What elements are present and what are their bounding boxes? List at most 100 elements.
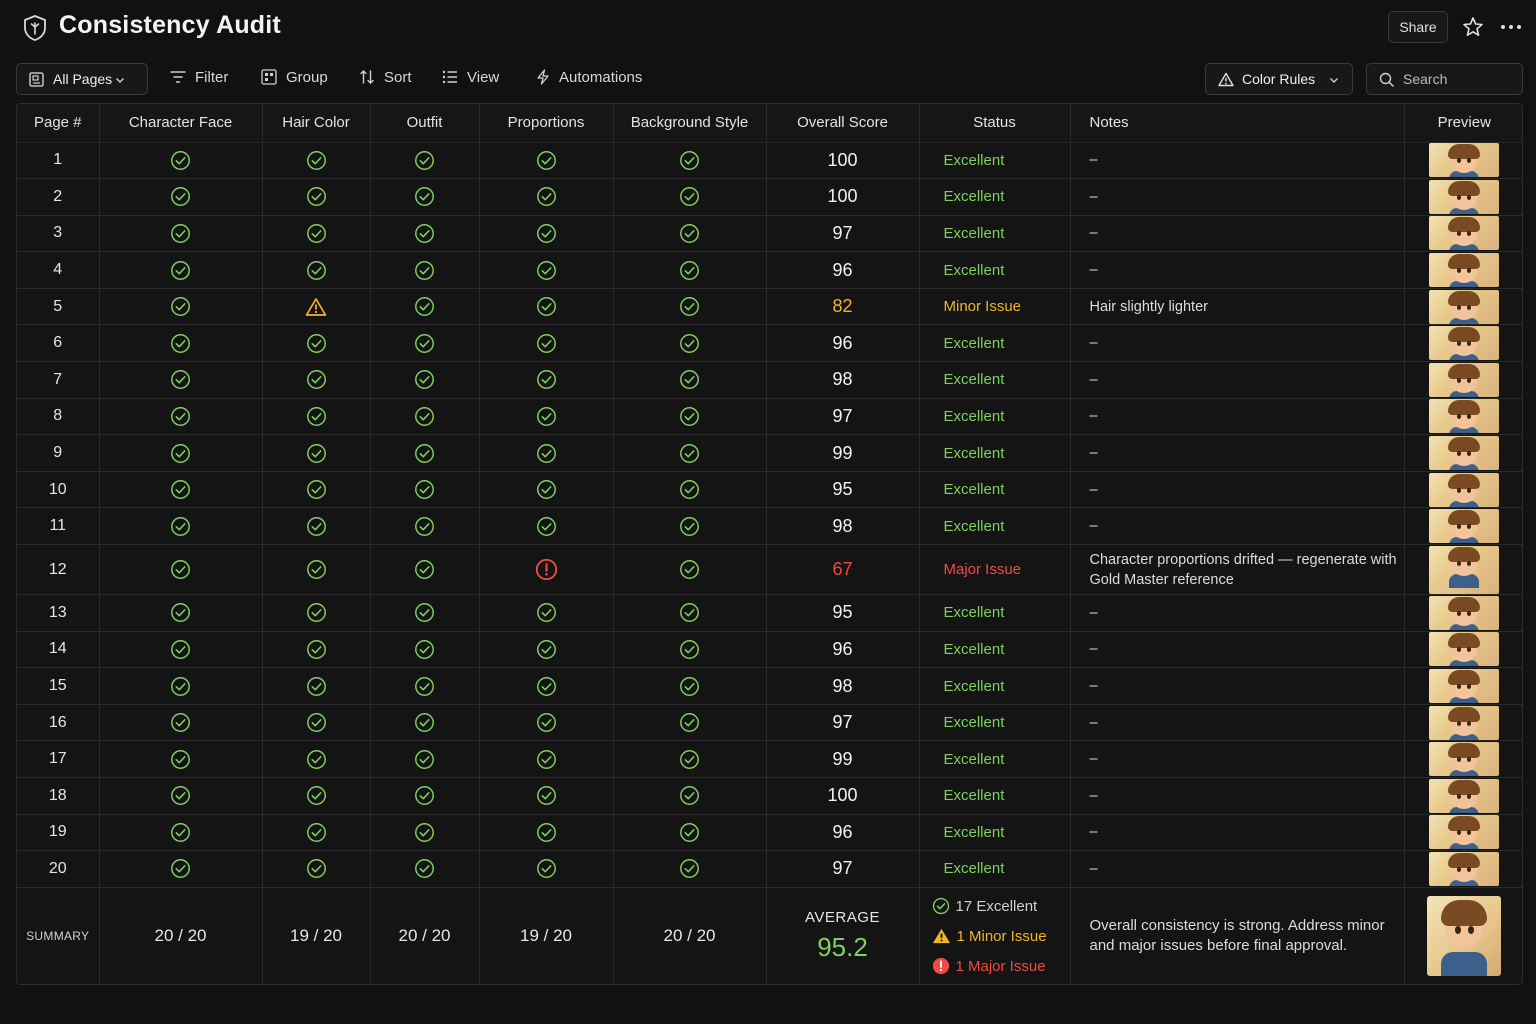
- table-row[interactable]: 20 97 Excellent –: [17, 850, 1522, 888]
- filter-button[interactable]: Filter: [170, 60, 228, 94]
- notes-cell[interactable]: –: [1070, 361, 1405, 399]
- page-preview-thumbnail[interactable]: [1429, 669, 1500, 704]
- table-row[interactable]: 4 96 Excellent –: [17, 251, 1522, 289]
- background-check-cell: [613, 814, 767, 852]
- group-button[interactable]: Group: [261, 60, 328, 94]
- notes-cell[interactable]: –: [1070, 471, 1405, 509]
- column-header-preview[interactable]: Preview: [1404, 104, 1522, 143]
- column-header-notes[interactable]: Notes: [1070, 104, 1405, 143]
- star-icon[interactable]: [1461, 15, 1485, 39]
- proportions-check-cell: [479, 361, 614, 399]
- notes-cell[interactable]: –: [1070, 507, 1405, 546]
- notes-cell[interactable]: –: [1070, 178, 1405, 216]
- notes-cell[interactable]: –: [1070, 215, 1405, 253]
- notes-cell[interactable]: –: [1070, 814, 1405, 852]
- background-check-cell: [613, 142, 767, 180]
- notes-cell[interactable]: –: [1070, 850, 1405, 888]
- automations-button[interactable]: Automations: [536, 60, 642, 94]
- page-preview-thumbnail[interactable]: [1429, 595, 1500, 630]
- check-circle-icon: [680, 297, 699, 317]
- page-preview-thumbnail[interactable]: [1429, 815, 1500, 850]
- table-row[interactable]: 1 100 Excellent –: [17, 142, 1522, 180]
- notes-cell[interactable]: –: [1070, 594, 1405, 632]
- column-header-background[interactable]: Background Style: [613, 104, 767, 143]
- notes-cell[interactable]: Character proportions drifted — regenera…: [1070, 544, 1405, 596]
- column-header-status[interactable]: Status: [919, 104, 1071, 143]
- all-pages-dropdown[interactable]: All Pages: [16, 63, 148, 95]
- table-row[interactable]: 16 97 Excellent –: [17, 704, 1522, 742]
- page-preview-thumbnail[interactable]: [1429, 545, 1500, 594]
- page-preview-thumbnail[interactable]: [1429, 851, 1500, 886]
- search-input[interactable]: [1403, 71, 1513, 87]
- page-preview-thumbnail[interactable]: [1429, 436, 1500, 471]
- share-button[interactable]: Share: [1388, 11, 1448, 43]
- page-preview-thumbnail[interactable]: [1429, 253, 1500, 288]
- more-options-icon[interactable]: [1498, 15, 1524, 39]
- notes-cell[interactable]: –: [1070, 704, 1405, 742]
- table-row[interactable]: 2 100 Excellent –: [17, 178, 1522, 216]
- column-header-proportions[interactable]: Proportions: [479, 104, 614, 143]
- color-rules-dropdown[interactable]: Color Rules: [1205, 63, 1353, 95]
- notes-cell[interactable]: –: [1070, 740, 1405, 778]
- page-preview-thumbnail[interactable]: [1429, 399, 1500, 434]
- sort-button[interactable]: Sort: [359, 60, 412, 94]
- check-circle-icon: [680, 443, 699, 463]
- table-row[interactable]: 18 100 Excellent –: [17, 777, 1522, 815]
- page-preview-thumbnail[interactable]: [1429, 143, 1500, 178]
- hair-check-cell: [262, 740, 371, 778]
- table-row[interactable]: 10 95 Excellent –: [17, 471, 1522, 509]
- notes-cell[interactable]: –: [1070, 777, 1405, 815]
- notes-cell[interactable]: Hair slightly lighter: [1070, 288, 1405, 326]
- table-row[interactable]: 15 98 Excellent –: [17, 667, 1522, 705]
- column-header-outfit[interactable]: Outfit: [370, 104, 480, 143]
- table-row[interactable]: 12 67 Major Issue Character proportions dri…: [17, 544, 1522, 596]
- page-preview-thumbnail[interactable]: [1429, 326, 1500, 361]
- check-circle-icon: [171, 150, 190, 170]
- table-row[interactable]: 19 96 Excellent –: [17, 814, 1522, 852]
- page-preview-thumbnail[interactable]: [1429, 509, 1500, 544]
- page-number-cell: 20: [17, 850, 100, 888]
- page-header: Consistency Audit Share: [0, 0, 1536, 56]
- table-row[interactable]: 11 98 Excellent –: [17, 507, 1522, 546]
- notes-cell[interactable]: –: [1070, 667, 1405, 705]
- table-row[interactable]: 3 97 Excellent –: [17, 215, 1522, 253]
- overall-score-cell: 97: [766, 704, 920, 742]
- table-row[interactable]: 14 96 Excellent –: [17, 631, 1522, 669]
- column-header-score[interactable]: Overall Score: [766, 104, 920, 143]
- page-preview-thumbnail[interactable]: [1429, 632, 1500, 667]
- column-header-page[interactable]: Page #: [17, 104, 100, 143]
- notes-cell[interactable]: –: [1070, 434, 1405, 472]
- column-header-face[interactable]: Character Face: [99, 104, 263, 143]
- filter-icon: [170, 71, 186, 83]
- page-preview-thumbnail[interactable]: [1429, 742, 1500, 777]
- check-circle-icon: [306, 224, 326, 243]
- table-row[interactable]: 9 99 Excellent –: [17, 434, 1522, 472]
- proportions-check-cell: [479, 814, 614, 852]
- notes-cell[interactable]: –: [1070, 251, 1405, 289]
- table-row[interactable]: 13 95 Excellent –: [17, 594, 1522, 632]
- search-box[interactable]: [1366, 63, 1523, 95]
- page-preview-thumbnail[interactable]: [1429, 778, 1500, 813]
- page-preview-thumbnail[interactable]: [1429, 705, 1500, 740]
- table-row[interactable]: 5 82 Minor Issue Hair slightly lighter: [17, 288, 1522, 326]
- page-preview-thumbnail[interactable]: [1429, 216, 1500, 251]
- notes-cell[interactable]: –: [1070, 398, 1405, 436]
- view-button[interactable]: View: [442, 60, 499, 94]
- notes-cell[interactable]: –: [1070, 142, 1405, 180]
- page-preview-thumbnail[interactable]: [1429, 179, 1500, 214]
- check-circle-icon: [171, 560, 190, 579]
- character-preview-image[interactable]: [1427, 896, 1502, 977]
- table-row[interactable]: 17 99 Excellent –: [17, 740, 1522, 778]
- table-row[interactable]: 7 98 Excellent –: [17, 361, 1522, 399]
- hair-check-cell: [262, 288, 371, 326]
- page-preview-thumbnail[interactable]: [1429, 289, 1500, 324]
- notes-cell[interactable]: –: [1070, 324, 1405, 363]
- notes-cell[interactable]: –: [1070, 631, 1405, 669]
- column-header-hair[interactable]: Hair Color: [262, 104, 371, 143]
- table-row[interactable]: 8 97 Excellent –: [17, 398, 1522, 436]
- table-row[interactable]: 6 96 Excellent –: [17, 324, 1522, 363]
- hair-check-cell: [262, 777, 371, 815]
- page-preview-thumbnail[interactable]: [1429, 472, 1500, 507]
- page-preview-thumbnail[interactable]: [1429, 362, 1500, 397]
- page-number-cell: 14: [17, 631, 100, 669]
